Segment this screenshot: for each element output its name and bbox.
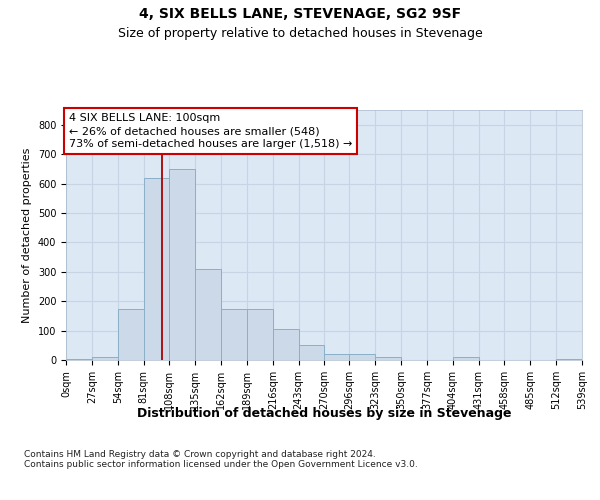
Bar [273, 329, 299, 360]
Bar [195, 269, 221, 360]
Bar [247, 308, 273, 360]
Bar [325, 354, 350, 360]
Bar [221, 308, 247, 360]
Y-axis label: Number of detached properties: Number of detached properties [22, 148, 32, 322]
Text: Contains HM Land Registry data © Crown copyright and database right 2024.
Contai: Contains HM Land Registry data © Crown c… [24, 450, 418, 469]
Bar [349, 354, 375, 360]
Text: Size of property relative to detached houses in Stevenage: Size of property relative to detached ho… [118, 28, 482, 40]
Text: 4 SIX BELLS LANE: 100sqm
← 26% of detached houses are smaller (548)
73% of semi-: 4 SIX BELLS LANE: 100sqm ← 26% of detach… [69, 113, 352, 150]
Bar [92, 357, 118, 360]
Bar [556, 358, 582, 360]
Bar [375, 357, 401, 360]
Text: 4, SIX BELLS LANE, STEVENAGE, SG2 9SF: 4, SIX BELLS LANE, STEVENAGE, SG2 9SF [139, 8, 461, 22]
Bar [66, 358, 92, 360]
Bar [299, 346, 325, 360]
Text: Distribution of detached houses by size in Stevenage: Distribution of detached houses by size … [137, 408, 511, 420]
Bar [118, 308, 143, 360]
Bar [143, 178, 169, 360]
Bar [453, 357, 479, 360]
Bar [169, 169, 195, 360]
